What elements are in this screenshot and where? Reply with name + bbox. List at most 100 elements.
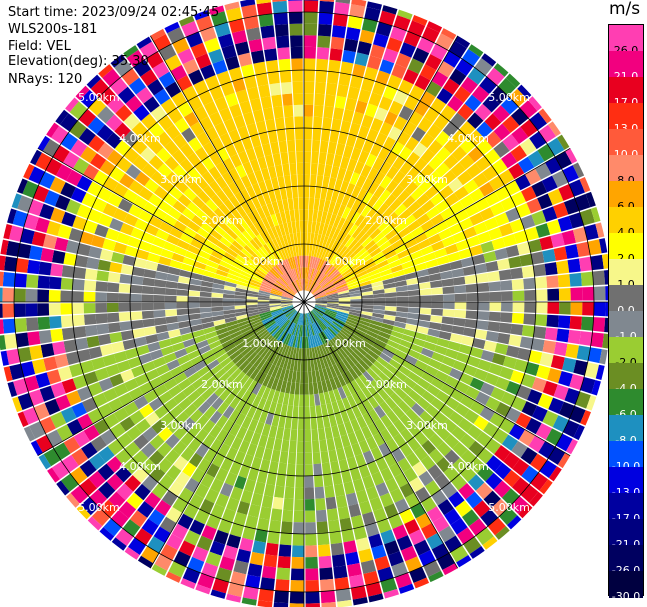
velocity-gate bbox=[313, 116, 323, 129]
colorbar-segment bbox=[609, 259, 643, 286]
velocity-gate bbox=[568, 179, 585, 197]
velocity-gate bbox=[343, 540, 358, 554]
velocity-gate bbox=[124, 378, 139, 392]
velocity-gate bbox=[477, 302, 490, 311]
velocity-gate bbox=[256, 517, 270, 532]
velocity-gate bbox=[258, 372, 268, 385]
velocity-gate bbox=[498, 269, 512, 281]
velocity-gate bbox=[316, 320, 325, 332]
velocity-gate bbox=[369, 364, 382, 376]
velocity-gate bbox=[364, 103, 378, 118]
velocity-gate bbox=[133, 59, 152, 77]
velocity-gate bbox=[299, 279, 303, 291]
velocity-gate bbox=[294, 336, 299, 348]
velocity-gate bbox=[246, 185, 257, 199]
velocity-gate bbox=[304, 336, 307, 349]
velocity-gate bbox=[292, 405, 299, 418]
velocity-gate bbox=[590, 254, 604, 271]
velocity-gate bbox=[350, 302, 362, 305]
velocity-gate bbox=[491, 353, 506, 366]
velocity-gate bbox=[291, 186, 298, 199]
velocity-gate bbox=[76, 204, 92, 219]
velocity-gate bbox=[109, 166, 126, 182]
velocity-gate bbox=[284, 210, 291, 223]
velocity-gate bbox=[248, 38, 263, 53]
velocity-gate bbox=[318, 428, 326, 441]
velocity-gate bbox=[260, 95, 273, 110]
velocity-gate bbox=[299, 313, 303, 325]
velocity-gate bbox=[425, 206, 440, 220]
velocity-gate bbox=[241, 389, 252, 403]
velocity-gate bbox=[277, 176, 286, 189]
velocity-gate bbox=[521, 265, 535, 278]
velocity-gate bbox=[242, 328, 254, 337]
velocity-gate bbox=[246, 302, 258, 306]
velocity-gate bbox=[206, 335, 220, 345]
velocity-gate bbox=[212, 578, 229, 594]
velocity-gate bbox=[189, 318, 202, 327]
velocity-gate bbox=[297, 174, 304, 187]
velocity-gate bbox=[388, 335, 402, 344]
velocity-gate bbox=[366, 367, 378, 380]
velocity-gate bbox=[525, 362, 540, 377]
velocity-gate bbox=[49, 316, 62, 329]
velocity-gate bbox=[390, 264, 404, 273]
velocity-gate bbox=[166, 273, 180, 283]
velocity-gate bbox=[282, 259, 290, 271]
velocity-gate bbox=[152, 61, 170, 79]
velocity-gate bbox=[210, 250, 224, 260]
velocity-gate bbox=[118, 312, 131, 322]
velocity-gate bbox=[72, 278, 85, 291]
velocity-gate bbox=[304, 128, 313, 140]
velocity-gate bbox=[283, 320, 292, 332]
velocity-gate bbox=[24, 375, 40, 392]
velocity-gate bbox=[290, 311, 298, 322]
velocity-gate bbox=[371, 471, 385, 486]
velocity-gate bbox=[364, 66, 379, 81]
velocity-gate bbox=[130, 311, 143, 321]
velocity-gate bbox=[164, 156, 180, 171]
velocity-gate bbox=[536, 365, 551, 380]
velocity-gate bbox=[314, 306, 326, 312]
velocity-gate bbox=[421, 371, 435, 384]
velocity-gate bbox=[215, 467, 229, 483]
velocity-gate bbox=[285, 475, 295, 488]
velocity-gate bbox=[308, 371, 313, 384]
velocity-gate bbox=[574, 193, 591, 211]
velocity-gate bbox=[240, 270, 253, 279]
velocity-gate bbox=[261, 423, 271, 437]
velocity-gate bbox=[306, 313, 311, 325]
velocity-gate bbox=[195, 53, 212, 69]
velocity-gate bbox=[277, 391, 285, 405]
velocity-gate bbox=[326, 296, 339, 300]
velocity-gate bbox=[337, 289, 350, 295]
velocity-gate bbox=[386, 423, 400, 438]
velocity-gate bbox=[298, 313, 302, 325]
velocity-gate bbox=[340, 434, 351, 448]
velocity-gate bbox=[342, 49, 356, 64]
velocity-gate bbox=[174, 179, 189, 194]
velocity-gate bbox=[247, 211, 258, 225]
velocity-gate bbox=[350, 147, 362, 161]
velocity-gate bbox=[210, 478, 224, 493]
velocity-gate bbox=[323, 343, 331, 355]
velocity-gate bbox=[290, 428, 298, 442]
velocity-gate bbox=[118, 392, 134, 407]
velocity-gate bbox=[379, 492, 394, 508]
velocity-gate bbox=[319, 332, 328, 344]
velocity-gate bbox=[265, 412, 274, 426]
velocity-gate bbox=[403, 68, 419, 85]
velocity-gate bbox=[392, 524, 408, 540]
velocity-gate bbox=[370, 117, 384, 133]
velocity-gate bbox=[349, 309, 362, 314]
velocity-gate bbox=[290, 323, 296, 335]
velocity-gate bbox=[308, 312, 314, 324]
velocity-gate bbox=[271, 201, 280, 214]
velocity-gate bbox=[337, 131, 349, 145]
velocity-gate bbox=[275, 579, 290, 592]
velocity-gate bbox=[296, 441, 304, 453]
velocity-gate bbox=[106, 456, 123, 473]
velocity-gate bbox=[119, 416, 136, 432]
velocity-gate bbox=[331, 25, 347, 39]
velocity-gate bbox=[479, 76, 497, 95]
